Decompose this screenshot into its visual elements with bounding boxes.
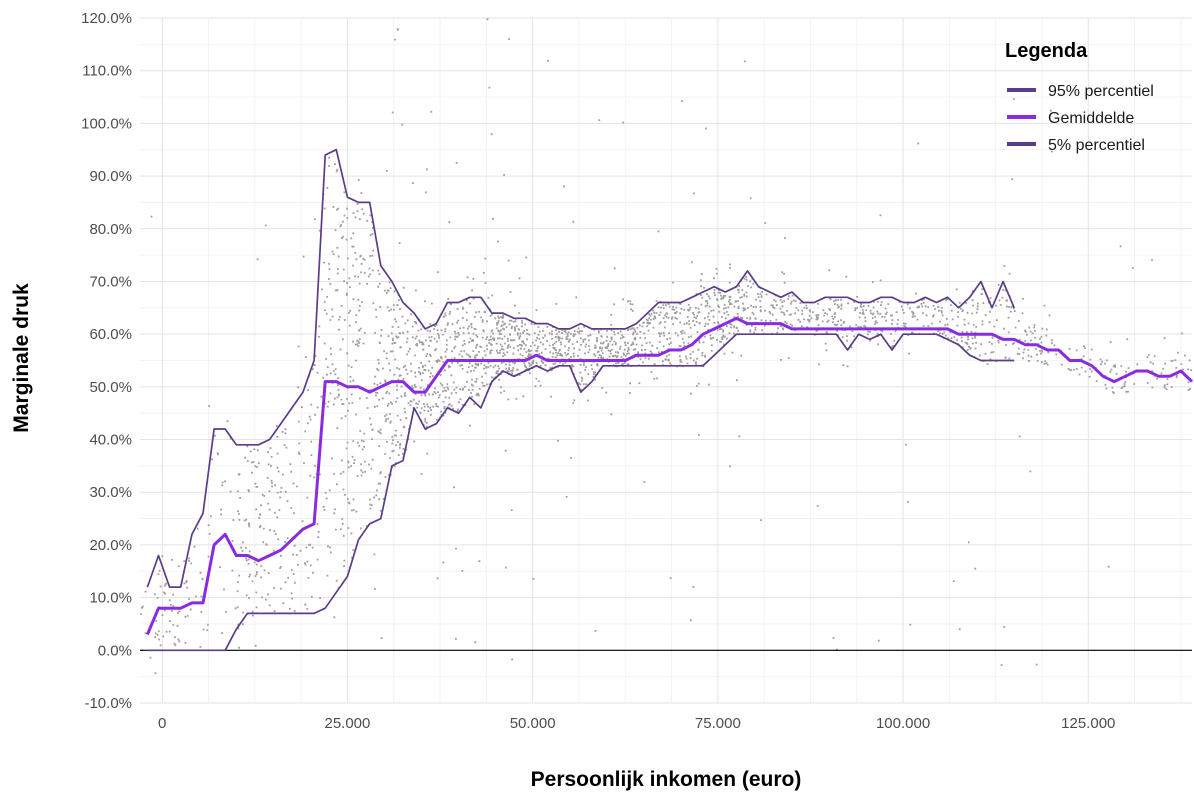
y-tick-label: 50.0%	[89, 379, 132, 396]
y-axis-tick-labels: -10.0% 0.0% 10.0% 20.0% 30.0% 40.0% 50.0% 60.0%…	[81, 10, 132, 712]
y-tick-label: 20.0%	[89, 537, 132, 554]
y-tick-label: 90.0%	[89, 168, 132, 185]
y-tick-label: 80.0%	[89, 221, 132, 238]
y-tick-label: 60.0%	[89, 326, 132, 343]
x-tick-label: 25.000	[324, 715, 370, 732]
x-tick-label: 100.000	[876, 715, 930, 732]
y-tick-label: 30.0%	[89, 484, 132, 501]
x-tick-label: 0	[158, 715, 166, 732]
y-tick-label: 40.0%	[89, 432, 132, 449]
x-tick-label: 75.000	[695, 715, 741, 732]
y-tick-label: -10.0%	[84, 695, 132, 712]
legend-label-2: 5% percentiel	[1048, 137, 1145, 154]
series-line-95-percentiel	[147, 150, 1014, 587]
legend-title: Legenda	[1005, 40, 1088, 62]
legend: Legenda 95% percentiel Gemiddelde 5% perce…	[995, 28, 1185, 176]
y-tick-label: 10.0%	[89, 590, 132, 607]
y-axis-title: Marginale druk	[10, 283, 33, 433]
x-axis-tick-labels: 0 25.000 50.000 75.000 100.000 125.000	[158, 715, 1115, 732]
x-axis-title: Persoonlijk inkomen (euro)	[531, 768, 802, 791]
y-tick-label: 100.0%	[81, 115, 132, 132]
x-tick-label: 50.000	[510, 715, 556, 732]
y-tick-label: 0.0%	[98, 642, 132, 659]
series-lines	[147, 150, 1192, 651]
legend-label-1: Gemiddelde	[1048, 110, 1134, 127]
x-tick-label: 125.000	[1061, 715, 1115, 732]
y-tick-label: 120.0%	[81, 10, 132, 27]
y-tick-label: 70.0%	[89, 273, 132, 290]
y-tick-label: 110.0%	[82, 63, 132, 80]
legend-label-0: 95% percentiel	[1048, 83, 1154, 100]
